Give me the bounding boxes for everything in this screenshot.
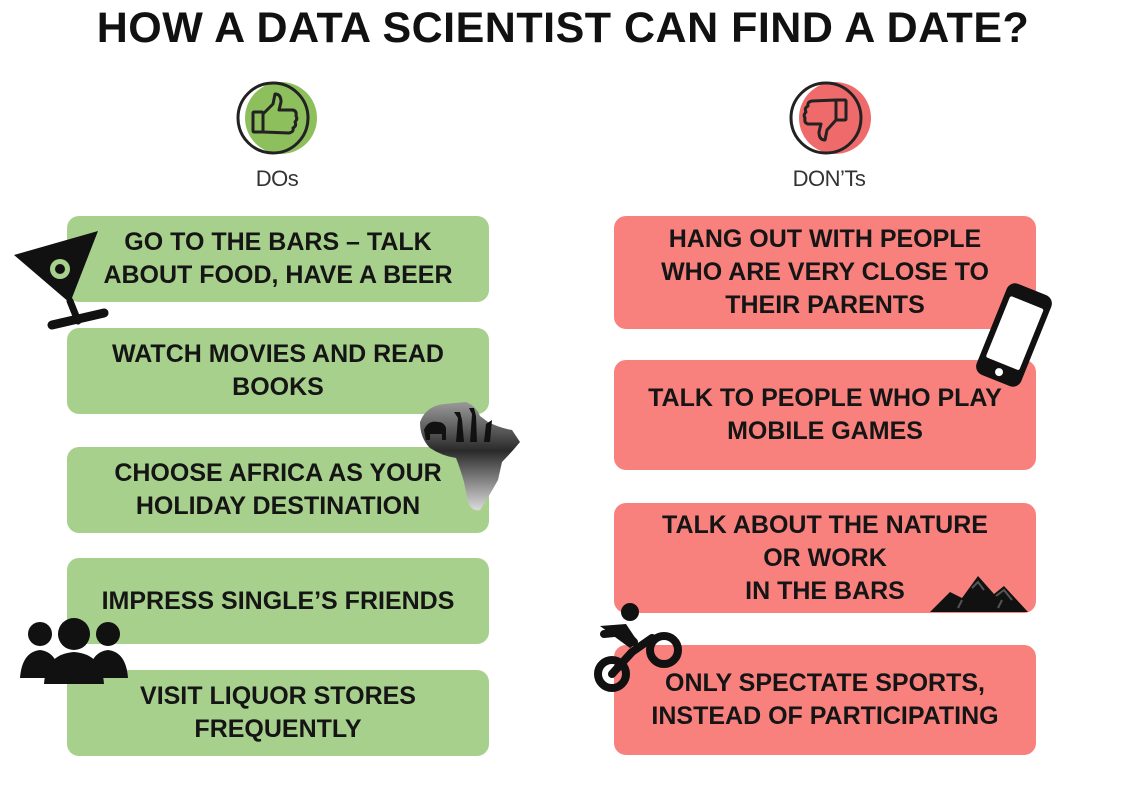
dont-card-text: TALK ABOUT THE NATURE OR WORK IN THE BAR… [662,510,988,605]
dont-card-text: TALK TO PEOPLE WHO PLAY MOBILE GAMES [648,384,1002,445]
dont-card-text: ONLY SPECTATE SPORTS, INSTEAD OF PARTICI… [651,669,999,730]
do-card-text: VISIT LIQUOR STORES FREQUENTLY [140,682,416,743]
dont-card-text: HANG OUT WITH PEOPLE WHO ARE VERY CLOSE … [661,225,989,319]
cocktail-glass-icon [14,231,109,330]
donts-header: DON’Ts [749,78,909,192]
do-card-friends: IMPRESS SINGLE’S FRIENDS [67,558,489,644]
donts-heading: DON’Ts [792,166,866,191]
do-card-africa: CHOOSE AFRICA AS YOUR HOLIDAY DESTINATIO… [67,447,489,533]
dos-header: DOs [197,78,357,192]
thumbs-up-icon [236,81,317,155]
mountains-icon [930,576,1028,612]
mobile-phone-icon [976,283,1052,387]
dont-card-mobile-games: TALK TO PEOPLE WHO PLAY MOBILE GAMES [614,360,1036,470]
do-card-liquor: VISIT LIQUOR STORES FREQUENTLY [67,670,489,756]
cyclist-icon [594,603,682,692]
do-card-movies: WATCH MOVIES AND READ BOOKS [67,328,489,414]
do-card-bars: GO TO THE BARS – TALK ABOUT FOOD, HAVE A… [67,216,489,302]
people-group-icon [20,618,128,684]
do-card-text: CHOOSE AFRICA AS YOUR HOLIDAY DESTINATIO… [114,459,442,520]
dos-heading: DOs [255,166,299,191]
thumbs-down-icon [789,81,871,155]
do-card-text: IMPRESS SINGLE’S FRIENDS [101,586,455,615]
thumbs-up-badge [229,78,325,158]
africa-safari-icon [420,402,520,511]
do-card-text: WATCH MOVIES AND READ BOOKS [112,340,444,401]
thumbs-down-badge [781,78,877,158]
dont-card-sports: ONLY SPECTATE SPORTS, INSTEAD OF PARTICI… [614,645,1036,755]
do-card-text: GO TO THE BARS – TALK ABOUT FOOD, HAVE A… [103,228,453,289]
page-title: HOW A DATA SCIENTIST CAN FIND A DATE? [96,4,1030,52]
dont-card-parents: HANG OUT WITH PEOPLE WHO ARE VERY CLOSE … [614,216,1036,329]
